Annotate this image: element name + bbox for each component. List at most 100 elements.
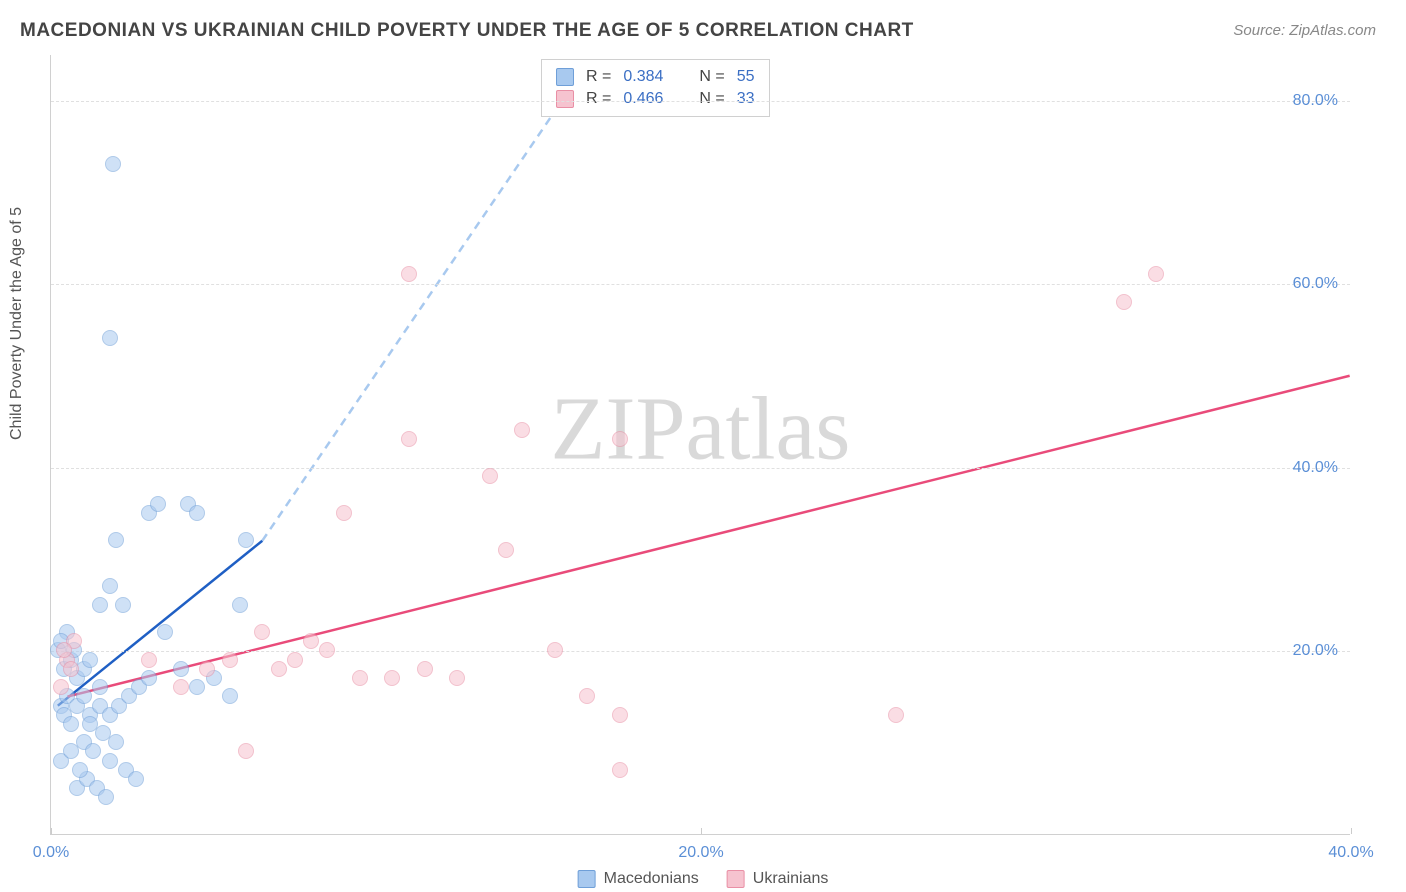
data-point [482, 468, 498, 484]
data-point [271, 661, 287, 677]
data-point [108, 532, 124, 548]
data-point [76, 688, 92, 704]
data-point [141, 670, 157, 686]
gridline [51, 101, 1350, 102]
data-point [189, 679, 205, 695]
legend-label: Macedonians [604, 870, 699, 888]
stats-row: R = 0.384 N = 55 [556, 66, 755, 88]
legend-item: Ukrainians [727, 870, 829, 888]
data-point [401, 431, 417, 447]
data-point [92, 597, 108, 613]
x-tick-mark [51, 828, 52, 834]
series-swatch [556, 68, 574, 86]
plot-area: ZIPatlas R = 0.384 N = 55 R = 0.466 N = 33 20.0… [50, 55, 1350, 835]
legend-label: Ukrainians [753, 870, 829, 888]
data-point [102, 578, 118, 594]
data-point [102, 330, 118, 346]
r-value: 0.466 [623, 90, 663, 108]
data-point [222, 688, 238, 704]
legend-swatch [727, 870, 745, 888]
data-point [384, 670, 400, 686]
data-point [401, 266, 417, 282]
data-point [63, 661, 79, 677]
trendlines-layer [51, 55, 1350, 834]
chart-title: MACEDONIAN VS UKRAINIAN CHILD POVERTY UN… [20, 20, 914, 42]
data-point [56, 642, 72, 658]
legend-item: Macedonians [578, 870, 699, 888]
data-point [232, 597, 248, 613]
data-point [319, 642, 335, 658]
data-point [579, 688, 595, 704]
gridline [51, 284, 1350, 285]
data-point [53, 679, 69, 695]
data-point [612, 762, 628, 778]
data-point [199, 661, 215, 677]
series-swatch [556, 90, 574, 108]
data-point [92, 679, 108, 695]
data-point [612, 431, 628, 447]
watermark-bold: ZIP [551, 379, 686, 478]
data-point [150, 496, 166, 512]
data-point [287, 652, 303, 668]
data-point [82, 652, 98, 668]
source-attribution: Source: ZipAtlas.com [1233, 22, 1376, 39]
y-tick-label: 80.0% [1293, 92, 1338, 110]
watermark: ZIPatlas [551, 377, 851, 480]
data-point [63, 743, 79, 759]
data-point [115, 597, 131, 613]
x-tick-mark [1351, 828, 1352, 834]
data-point [1148, 266, 1164, 282]
stats-row: R = 0.466 N = 33 [556, 88, 755, 110]
data-point [498, 542, 514, 558]
x-tick-mark [701, 828, 702, 834]
n-label: N = [699, 68, 724, 86]
data-point [336, 505, 352, 521]
data-point [238, 743, 254, 759]
n-label: N = [699, 90, 724, 108]
data-point [82, 716, 98, 732]
data-point [98, 789, 114, 805]
data-point [108, 734, 124, 750]
y-tick-label: 20.0% [1293, 642, 1338, 660]
data-point [238, 532, 254, 548]
data-point [102, 753, 118, 769]
source-value: ZipAtlas.com [1289, 22, 1376, 39]
data-point [63, 716, 79, 732]
data-point [105, 156, 121, 172]
stats-box: R = 0.384 N = 55 R = 0.466 N = 33 [541, 59, 770, 117]
data-point [85, 743, 101, 759]
y-tick-label: 40.0% [1293, 459, 1338, 477]
x-tick-label: 20.0% [678, 844, 723, 862]
data-point [141, 652, 157, 668]
legend: Macedonians Ukrainians [578, 870, 829, 888]
data-point [173, 679, 189, 695]
data-point [72, 762, 88, 778]
x-tick-label: 40.0% [1328, 844, 1373, 862]
data-point [547, 642, 563, 658]
gridline [51, 651, 1350, 652]
data-point [173, 661, 189, 677]
y-tick-label: 60.0% [1293, 275, 1338, 293]
watermark-light: atlas [686, 379, 851, 478]
data-point [189, 505, 205, 521]
legend-swatch [578, 870, 596, 888]
data-point [888, 707, 904, 723]
r-label: R = [586, 90, 611, 108]
x-tick-label: 0.0% [33, 844, 69, 862]
data-point [417, 661, 433, 677]
n-value: 33 [737, 90, 755, 108]
data-point [222, 652, 238, 668]
data-point [157, 624, 173, 640]
data-point [352, 670, 368, 686]
r-label: R = [586, 68, 611, 86]
gridline [51, 468, 1350, 469]
r-value: 0.384 [623, 68, 663, 86]
data-point [449, 670, 465, 686]
data-point [1116, 294, 1132, 310]
data-point [612, 707, 628, 723]
n-value: 55 [737, 68, 755, 86]
data-point [254, 624, 270, 640]
data-point [303, 633, 319, 649]
y-axis-label: Child Poverty Under the Age of 5 [8, 207, 26, 440]
source-label: Source: [1233, 22, 1285, 39]
